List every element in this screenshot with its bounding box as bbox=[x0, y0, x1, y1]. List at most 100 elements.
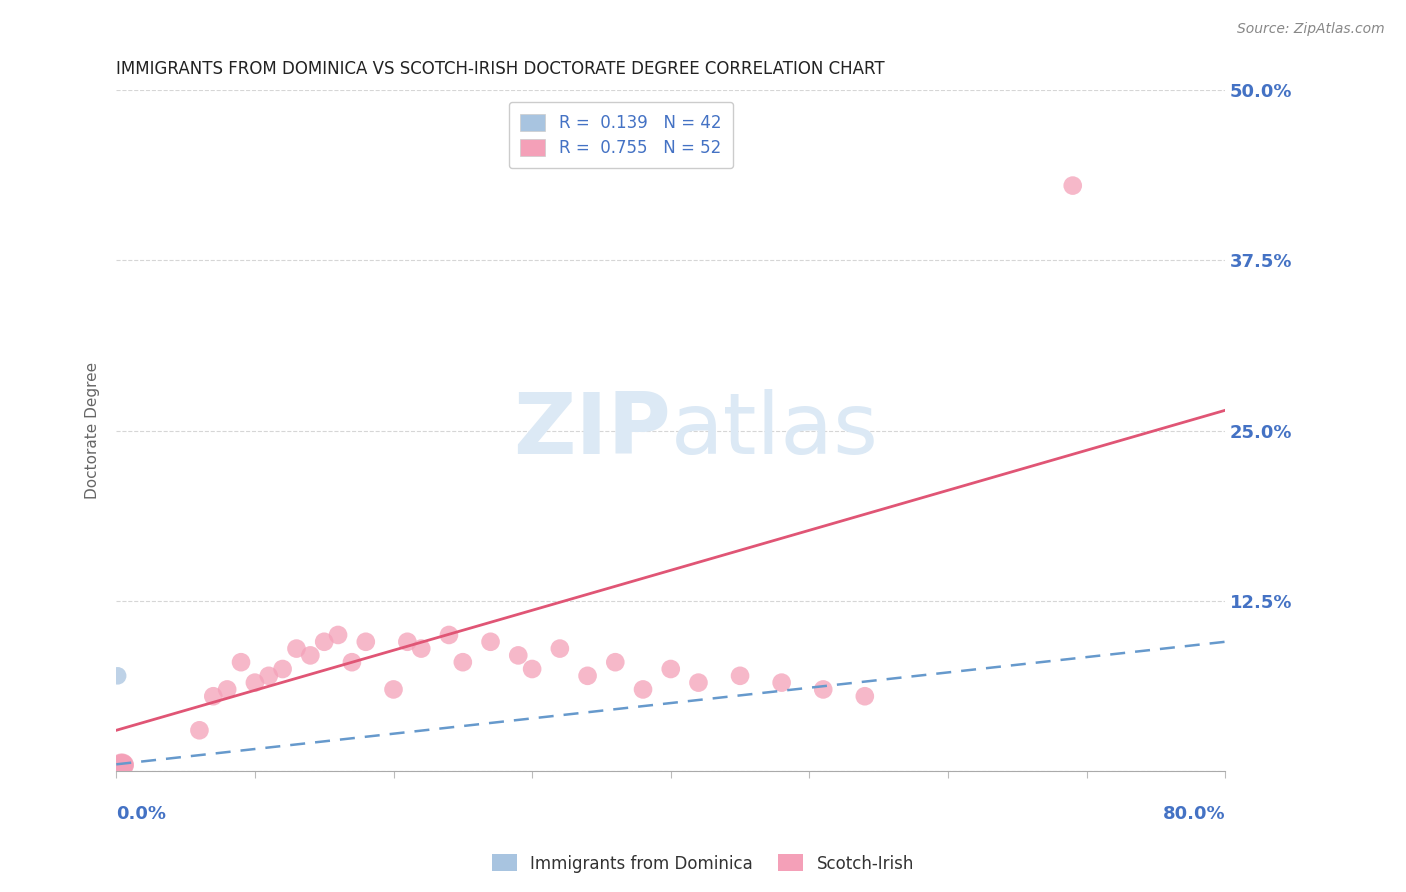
Point bbox=[314, 634, 336, 648]
Point bbox=[112, 760, 135, 774]
Point bbox=[108, 761, 131, 775]
Point bbox=[108, 763, 131, 777]
Point bbox=[107, 669, 129, 683]
Point bbox=[188, 723, 211, 738]
Point bbox=[354, 634, 377, 648]
Point bbox=[107, 763, 129, 777]
Point bbox=[108, 763, 131, 777]
Legend: Immigrants from Dominica, Scotch-Irish: Immigrants from Dominica, Scotch-Irish bbox=[485, 847, 921, 880]
Text: atlas: atlas bbox=[671, 389, 879, 472]
Point bbox=[110, 763, 132, 777]
Point bbox=[111, 757, 134, 772]
Point bbox=[108, 763, 131, 777]
Point bbox=[107, 761, 129, 775]
Point bbox=[107, 761, 129, 775]
Point bbox=[285, 641, 308, 656]
Text: 0.0%: 0.0% bbox=[117, 805, 166, 823]
Point bbox=[107, 761, 129, 775]
Point bbox=[576, 669, 599, 683]
Point bbox=[110, 763, 132, 777]
Point bbox=[107, 761, 129, 775]
Point bbox=[111, 758, 134, 772]
Point bbox=[110, 757, 132, 772]
Point bbox=[257, 669, 280, 683]
Text: ZIP: ZIP bbox=[513, 389, 671, 472]
Point bbox=[112, 756, 135, 770]
Point bbox=[111, 760, 134, 774]
Point bbox=[229, 655, 252, 669]
Point bbox=[110, 763, 132, 777]
Point bbox=[108, 763, 131, 777]
Point bbox=[217, 682, 239, 697]
Point bbox=[107, 761, 129, 775]
Point bbox=[107, 763, 129, 777]
Point bbox=[107, 760, 129, 774]
Point bbox=[548, 641, 571, 656]
Point bbox=[110, 756, 132, 770]
Point bbox=[108, 763, 131, 777]
Point bbox=[112, 757, 135, 772]
Point bbox=[520, 662, 543, 676]
Point bbox=[853, 690, 876, 704]
Point bbox=[202, 690, 225, 704]
Point bbox=[112, 758, 135, 772]
Point bbox=[108, 763, 131, 777]
Point bbox=[108, 761, 131, 775]
Point bbox=[112, 757, 135, 772]
Point bbox=[107, 760, 129, 774]
Point bbox=[111, 756, 134, 770]
Point bbox=[107, 760, 129, 774]
Point bbox=[508, 648, 530, 663]
Y-axis label: Doctorate Degree: Doctorate Degree bbox=[86, 362, 100, 500]
Text: 80.0%: 80.0% bbox=[1163, 805, 1225, 823]
Point bbox=[107, 760, 129, 774]
Point bbox=[659, 662, 682, 676]
Point bbox=[107, 761, 129, 775]
Point bbox=[1062, 178, 1084, 193]
Point bbox=[107, 760, 129, 774]
Point bbox=[243, 675, 266, 690]
Point bbox=[108, 761, 131, 775]
Point bbox=[108, 763, 131, 777]
Point bbox=[110, 763, 132, 777]
Point bbox=[107, 761, 129, 775]
Point bbox=[108, 763, 131, 777]
Point bbox=[299, 648, 322, 663]
Point bbox=[340, 655, 363, 669]
Point bbox=[111, 760, 134, 774]
Point bbox=[107, 760, 129, 774]
Point bbox=[688, 675, 710, 690]
Point bbox=[107, 761, 129, 775]
Text: Source: ZipAtlas.com: Source: ZipAtlas.com bbox=[1237, 22, 1385, 37]
Point bbox=[108, 760, 131, 774]
Point bbox=[411, 641, 433, 656]
Point bbox=[479, 634, 502, 648]
Point bbox=[437, 628, 460, 642]
Point bbox=[108, 761, 131, 775]
Point bbox=[605, 655, 627, 669]
Point bbox=[108, 763, 131, 777]
Point bbox=[451, 655, 474, 669]
Legend: R =  0.139   N = 42, R =  0.755   N = 52: R = 0.139 N = 42, R = 0.755 N = 52 bbox=[509, 102, 733, 169]
Point bbox=[108, 761, 131, 775]
Point bbox=[110, 763, 132, 777]
Point bbox=[382, 682, 405, 697]
Point bbox=[107, 763, 129, 777]
Text: IMMIGRANTS FROM DOMINICA VS SCOTCH-IRISH DOCTORATE DEGREE CORRELATION CHART: IMMIGRANTS FROM DOMINICA VS SCOTCH-IRISH… bbox=[117, 60, 884, 78]
Point bbox=[114, 757, 136, 772]
Point bbox=[107, 761, 129, 775]
Point bbox=[110, 760, 132, 774]
Point bbox=[396, 634, 419, 648]
Point bbox=[107, 761, 129, 775]
Point bbox=[326, 628, 349, 642]
Point bbox=[108, 763, 131, 777]
Point bbox=[107, 760, 129, 774]
Point bbox=[114, 758, 136, 772]
Point bbox=[728, 669, 751, 683]
Point bbox=[271, 662, 294, 676]
Point bbox=[111, 760, 134, 774]
Point bbox=[631, 682, 654, 697]
Point bbox=[108, 763, 131, 777]
Point bbox=[111, 758, 134, 772]
Point bbox=[813, 682, 835, 697]
